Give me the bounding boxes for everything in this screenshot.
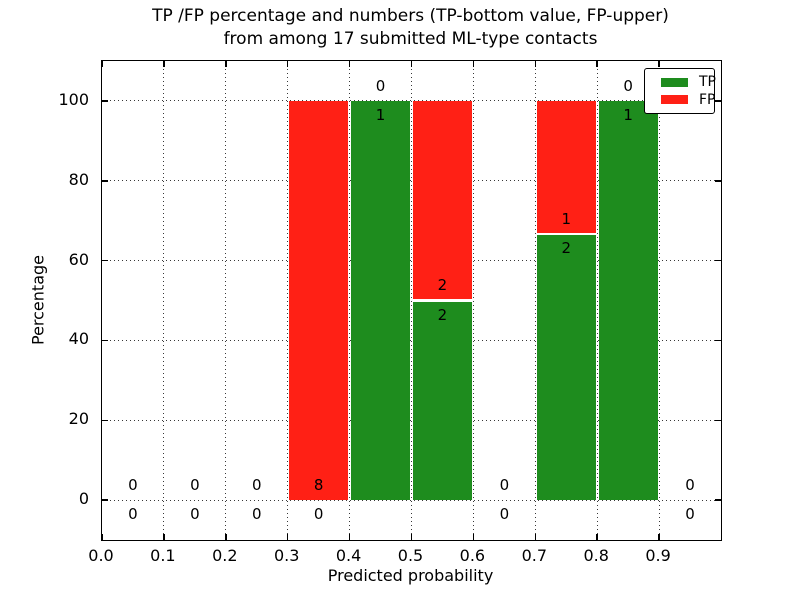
x-tick-mark-bottom xyxy=(225,534,227,540)
fp-count-label: 0 xyxy=(375,76,386,95)
x-tick-mark-top xyxy=(163,61,165,67)
x-tick-mark-bottom xyxy=(286,534,289,540)
bar-segment-tp xyxy=(413,300,472,501)
fp-count-label: 0 xyxy=(685,475,695,494)
tp-count-label: 0 xyxy=(499,505,510,524)
tp-count-label: 0 xyxy=(313,505,324,524)
fp-count-label: 1 xyxy=(561,209,572,228)
tp-count-label: 2 xyxy=(561,239,572,258)
y-tick-label-80: 80 xyxy=(68,169,89,189)
x-tick-mark-top xyxy=(225,61,227,67)
x-tick-label-0.5: 0.5 xyxy=(397,546,424,565)
bar-segment-fp xyxy=(536,100,596,234)
x-tick-label-0.7: 0.7 xyxy=(521,546,548,565)
tp-count-label: 2 xyxy=(437,305,448,324)
x-tick-label-0.1: 0.1 xyxy=(150,546,176,565)
gridline-x-0.1 xyxy=(163,61,165,540)
tp-count-label: 0 xyxy=(251,505,262,524)
y-tick-mark-right xyxy=(715,180,721,182)
x-tick-mark-top xyxy=(348,61,351,67)
x-tick-label-0.3: 0.3 xyxy=(273,546,300,565)
chart-title: TP /FP percentage and numbers (TP-bottom… xyxy=(101,5,720,51)
legend-row-fp: FP xyxy=(661,93,716,107)
bar-segment-tp xyxy=(351,100,410,501)
plot-area: TP FP 0 0 0 0 0 0 8 0 0 1 2 2 0 0 1 2 0 1 0 0 xyxy=(101,60,722,541)
x-tick-mark-bottom xyxy=(101,534,103,540)
y-tick-label-100: 100 xyxy=(58,89,89,109)
bar-segment-tp xyxy=(536,233,596,501)
tp-count-label: 1 xyxy=(375,106,386,125)
y-tick-mark-right xyxy=(715,499,721,501)
fp-count-label: 2 xyxy=(437,276,448,295)
x-tick-mark-top xyxy=(286,61,289,67)
y-tick-mark-left xyxy=(102,180,108,182)
y-tick-mark-right xyxy=(715,100,721,102)
gridline-x-0.4 xyxy=(349,61,351,540)
legend-swatch-fp-icon xyxy=(661,95,688,105)
tp-count-label: 1 xyxy=(623,106,633,125)
y-tick-mark-left xyxy=(102,259,108,262)
x-tick-label-0.6: 0.6 xyxy=(459,546,486,565)
bar-segment-fp xyxy=(413,100,472,301)
gridline-x-0.2 xyxy=(225,61,227,540)
x-tick-mark-top xyxy=(534,61,537,67)
x-tick-mark-top xyxy=(658,61,660,67)
tp-count-label: 0 xyxy=(128,505,138,524)
x-tick-mark-bottom xyxy=(410,534,413,540)
x-tick-mark-top xyxy=(472,61,475,67)
gridline-x-0.7 xyxy=(534,61,536,540)
tp-count-label: 0 xyxy=(685,505,695,524)
bar-segment-fp xyxy=(289,100,349,501)
x-tick-mark-top xyxy=(410,61,413,67)
x-tick-label-0.8: 0.8 xyxy=(583,546,609,565)
y-tick-mark-left xyxy=(102,499,108,501)
legend-swatch-tp-icon xyxy=(661,77,688,87)
fp-count-label: 0 xyxy=(499,475,510,494)
x-tick-mark-bottom xyxy=(348,534,351,540)
y-tick-mark-left xyxy=(102,339,108,342)
legend: TP FP xyxy=(644,68,716,114)
fp-count-label: 0 xyxy=(128,475,138,494)
chart-title-line1: TP /FP percentage and numbers (TP-bottom… xyxy=(152,6,669,26)
fp-count-label: 0 xyxy=(251,475,262,494)
x-tick-mark-bottom xyxy=(534,534,537,540)
gridline-x-0.3 xyxy=(287,61,289,540)
x-tick-mark-bottom xyxy=(596,534,598,540)
gridline-x-0.5 xyxy=(411,61,412,540)
y-tick-mark-right xyxy=(715,259,721,262)
legend-row-tp: TP xyxy=(661,75,716,89)
x-tick-mark-bottom xyxy=(163,534,165,540)
y-tick-mark-right xyxy=(715,419,721,421)
y-tick-label-40: 40 xyxy=(68,329,89,349)
legend-label-fp: FP xyxy=(699,91,716,108)
gridline-x-0.9 xyxy=(658,61,660,540)
x-axis-label: Predicted probability xyxy=(327,566,494,585)
x-tick-label-0.0: 0.0 xyxy=(88,546,114,565)
legend-label-tp: TP xyxy=(699,74,716,91)
y-tick-mark-left xyxy=(102,419,108,421)
y-tick-mark-right xyxy=(715,339,721,342)
x-tick-label-0.9: 0.9 xyxy=(645,546,671,565)
y-tick-label-0: 0 xyxy=(78,489,89,509)
fp-count-label: 8 xyxy=(313,475,324,494)
x-tick-label-0.2: 0.2 xyxy=(212,546,238,565)
x-tick-mark-top xyxy=(101,61,103,67)
gridline-x-0.8 xyxy=(596,61,598,540)
y-tick-label-20: 20 xyxy=(68,409,89,429)
fp-count-label: 0 xyxy=(623,76,633,95)
x-tick-mark-bottom xyxy=(472,534,475,540)
fp-count-label: 0 xyxy=(190,475,200,494)
y-tick-label-60: 60 xyxy=(68,249,89,269)
tp-count-label: 0 xyxy=(190,505,200,524)
x-tick-mark-top xyxy=(596,61,598,67)
x-tick-label-0.4: 0.4 xyxy=(335,546,362,565)
x-tick-mark-bottom xyxy=(658,534,660,540)
chart-title-line2: from among 17 submitted ML-type contacts xyxy=(223,29,598,49)
gridline-x-0.6 xyxy=(472,61,474,540)
bar-segment-tp xyxy=(598,100,658,501)
y-tick-mark-left xyxy=(102,100,108,102)
